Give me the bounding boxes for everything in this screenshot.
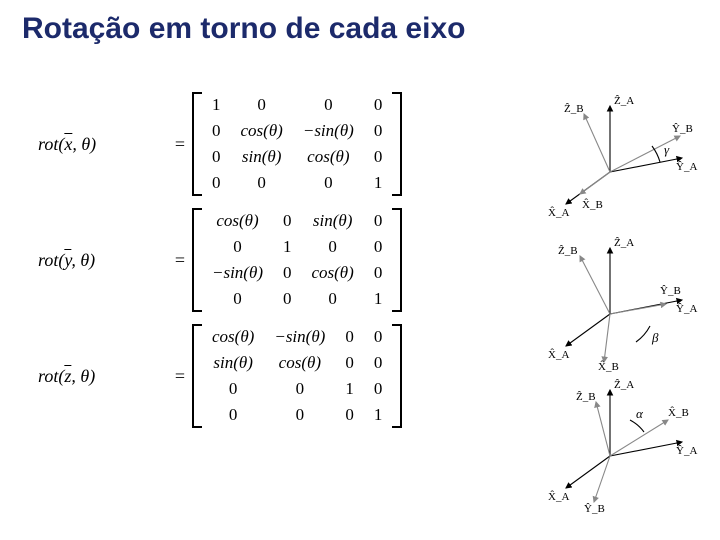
label-YA: Ŷ_A bbox=[676, 303, 697, 315]
matrix-z: cos(θ)−sin(θ)00 sin(θ)cos(θ)00 0010 0001 bbox=[192, 324, 402, 428]
label-ZB: Ẑ_B bbox=[564, 103, 584, 115]
matrix-x: 1000 0cos(θ)−sin(θ)0 0sin(θ)cos(θ)0 0001 bbox=[192, 92, 402, 196]
lhs-y: rot(y, θ) bbox=[38, 250, 168, 271]
axis-diagram-y: Ẑ_A Ẑ_B Ŷ_A Ŷ_B X̂_A X̂_B β bbox=[540, 234, 698, 372]
label-YA: Ŷ_A bbox=[676, 161, 697, 173]
label-XA: X̂_A bbox=[548, 348, 569, 361]
label-XB: X̂_B bbox=[598, 360, 619, 372]
label-YB: Ŷ_B bbox=[672, 123, 693, 135]
label-XB: X̂_B bbox=[582, 198, 603, 211]
label-YB: Ŷ_B bbox=[584, 503, 605, 514]
angle-label: α bbox=[636, 406, 644, 421]
axis-diagram-z: Ẑ_A Ẑ_B X̂_B Ŷ_A X̂_A Ŷ_B α bbox=[540, 376, 698, 514]
label-YA: Ŷ_A bbox=[676, 445, 697, 457]
label-XA: X̂_A bbox=[548, 490, 569, 503]
equals: = bbox=[168, 366, 192, 387]
axis-diagrams: Ẑ_A Ẑ_B Ŷ_B Ŷ_A X̂_A X̂_B γ bbox=[540, 92, 698, 518]
label-XB: X̂_B bbox=[668, 406, 689, 419]
equals: = bbox=[168, 250, 192, 271]
axis-diagram-x: Ẑ_A Ẑ_B Ŷ_B Ŷ_A X̂_A X̂_B γ bbox=[540, 92, 698, 230]
label-ZA: Ẑ_A bbox=[614, 237, 634, 249]
label-ZA: Ẑ_A bbox=[614, 95, 634, 107]
label-ZB: Ẑ_B bbox=[576, 391, 596, 403]
matrix-y: cos(θ)0sin(θ)0 0100 −sin(θ)0cos(θ)0 0001 bbox=[192, 208, 402, 312]
rotation-row-y: rot(y, θ) = cos(θ)0sin(θ)0 0100 −sin(θ)0… bbox=[38, 208, 402, 312]
angle-label: γ bbox=[664, 142, 670, 157]
label-ZB: Ẑ_B bbox=[558, 245, 578, 257]
angle-label: β bbox=[651, 330, 659, 345]
lhs-z: rot(z, θ) bbox=[38, 366, 168, 387]
matrix-list: rot(x, θ) = 1000 0cos(θ)−sin(θ)0 0sin(θ)… bbox=[38, 92, 402, 440]
page-title: Rotação em torno de cada eixo bbox=[22, 12, 465, 46]
lhs-x: rot(x, θ) bbox=[38, 134, 168, 155]
rotation-row-z: rot(z, θ) = cos(θ)−sin(θ)00 sin(θ)cos(θ)… bbox=[38, 324, 402, 428]
equals: = bbox=[168, 134, 192, 155]
label-XA: X̂_A bbox=[548, 206, 569, 219]
label-YB: Ŷ_B bbox=[660, 285, 681, 297]
rotation-row-x: rot(x, θ) = 1000 0cos(θ)−sin(θ)0 0sin(θ)… bbox=[38, 92, 402, 196]
label-ZA: Ẑ_A bbox=[614, 379, 634, 391]
